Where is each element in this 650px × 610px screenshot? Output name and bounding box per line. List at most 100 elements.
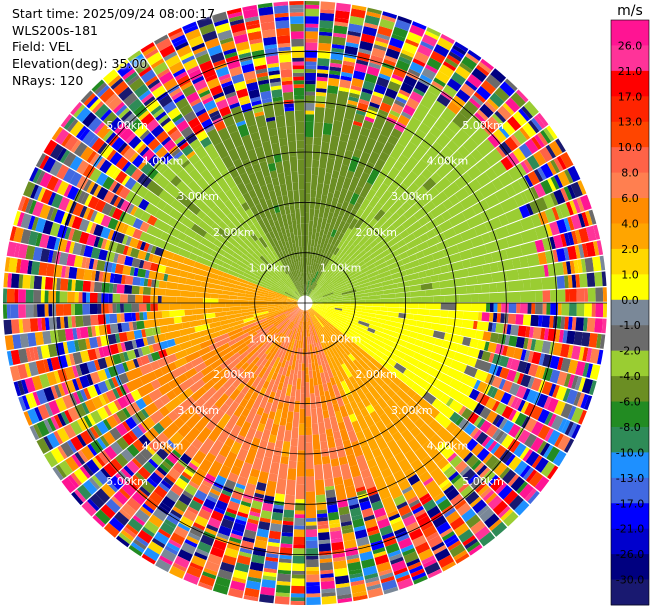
- range-bin: [334, 21, 349, 27]
- range-bin: [525, 326, 531, 338]
- range-bin: [352, 359, 364, 371]
- range-bin: [298, 363, 302, 371]
- range-bin: [419, 423, 436, 440]
- range-bin: [470, 293, 479, 303]
- range-bin: [556, 248, 566, 262]
- range-bin: [210, 303, 226, 308]
- range-bin: [265, 332, 278, 346]
- range-bin: [67, 291, 75, 303]
- range-bin: [200, 154, 216, 172]
- range-bin: [108, 293, 113, 303]
- range-bin: [343, 343, 353, 354]
- range-bin: [473, 379, 481, 390]
- range-bin: [317, 65, 329, 71]
- range-bin: [166, 259, 180, 269]
- range-bin: [363, 236, 375, 248]
- range-bin: [344, 329, 356, 339]
- range-bin: [571, 317, 577, 331]
- range-bin: [413, 87, 425, 97]
- range-bin: [396, 399, 412, 415]
- range-bin: [264, 418, 274, 431]
- range-bin: [306, 336, 310, 345]
- range-bin: [293, 536, 305, 545]
- range-bin: [75, 315, 84, 328]
- range-bin: [517, 360, 528, 374]
- range-bin: [373, 257, 386, 267]
- range-bin: [271, 384, 279, 393]
- range-bin: [179, 340, 193, 351]
- range-bin: [65, 199, 74, 213]
- range-bin: [288, 354, 294, 366]
- range-bin: [528, 265, 546, 279]
- range-bin: [300, 310, 304, 322]
- range-bin: [305, 4, 320, 9]
- range-bin: [369, 332, 385, 343]
- range-bin: [580, 394, 589, 409]
- range-bin: [109, 313, 118, 324]
- range-bin: [312, 299, 320, 302]
- range-bin: [174, 438, 191, 456]
- range-bin: [294, 525, 305, 530]
- range-bin: [544, 428, 554, 442]
- range-bin: [241, 258, 250, 266]
- range-bin: [337, 593, 352, 600]
- range-bin: [311, 316, 321, 330]
- range-bin: [238, 274, 247, 280]
- range-bin: [320, 300, 328, 303]
- range-bin: [166, 542, 180, 552]
- range-bin: [502, 380, 513, 393]
- range-bin: [330, 537, 343, 544]
- range-bin: [406, 97, 420, 110]
- range-bin: [353, 113, 365, 124]
- range-bin: [223, 251, 239, 264]
- range-bin: [447, 101, 461, 115]
- range-bin: [231, 246, 244, 257]
- range-bin: [218, 493, 231, 504]
- range-bin: [226, 507, 238, 515]
- range-bin: [130, 542, 145, 554]
- range-bin: [217, 227, 229, 239]
- range-bin: [521, 106, 533, 120]
- range-bin: [543, 444, 554, 459]
- range-bin: [533, 150, 547, 167]
- range-bin: [265, 553, 279, 559]
- range-bin: [473, 403, 485, 416]
- range-bin: [140, 447, 153, 461]
- range-bin: [176, 119, 190, 132]
- range-bin: [505, 97, 521, 113]
- range-bin: [555, 385, 568, 401]
- range-bin: [484, 217, 502, 232]
- range-bin: [574, 244, 581, 259]
- range-bin: [267, 305, 279, 309]
- range-bin: [160, 231, 171, 242]
- range-bin: [212, 156, 227, 174]
- range-bin: [95, 172, 109, 186]
- range-bin: [358, 48, 372, 55]
- range-bin: [37, 318, 43, 331]
- range-bin: [118, 107, 130, 119]
- range-bin: [445, 537, 460, 548]
- range-bin: [255, 353, 268, 368]
- range-bin: [576, 197, 585, 212]
- range-bin: [454, 172, 473, 190]
- range-bin: [241, 376, 250, 386]
- range-bin: [157, 264, 167, 274]
- range-bin: [260, 317, 275, 326]
- range-bin: [401, 215, 418, 230]
- range-bin: [238, 504, 251, 515]
- range-bin: [366, 583, 382, 591]
- range-bin: [111, 207, 123, 221]
- range-bin: [380, 120, 396, 138]
- range-bin: [453, 476, 467, 491]
- range-bin: [176, 296, 189, 303]
- range-bin: [190, 468, 207, 487]
- range-bin: [89, 168, 102, 183]
- range-bin: [347, 429, 358, 443]
- range-bin: [534, 339, 544, 353]
- range-bin: [439, 279, 456, 289]
- range-bin: [305, 257, 308, 273]
- range-bin: [432, 330, 446, 340]
- range-bin: [353, 165, 365, 179]
- range-bin: [131, 312, 137, 322]
